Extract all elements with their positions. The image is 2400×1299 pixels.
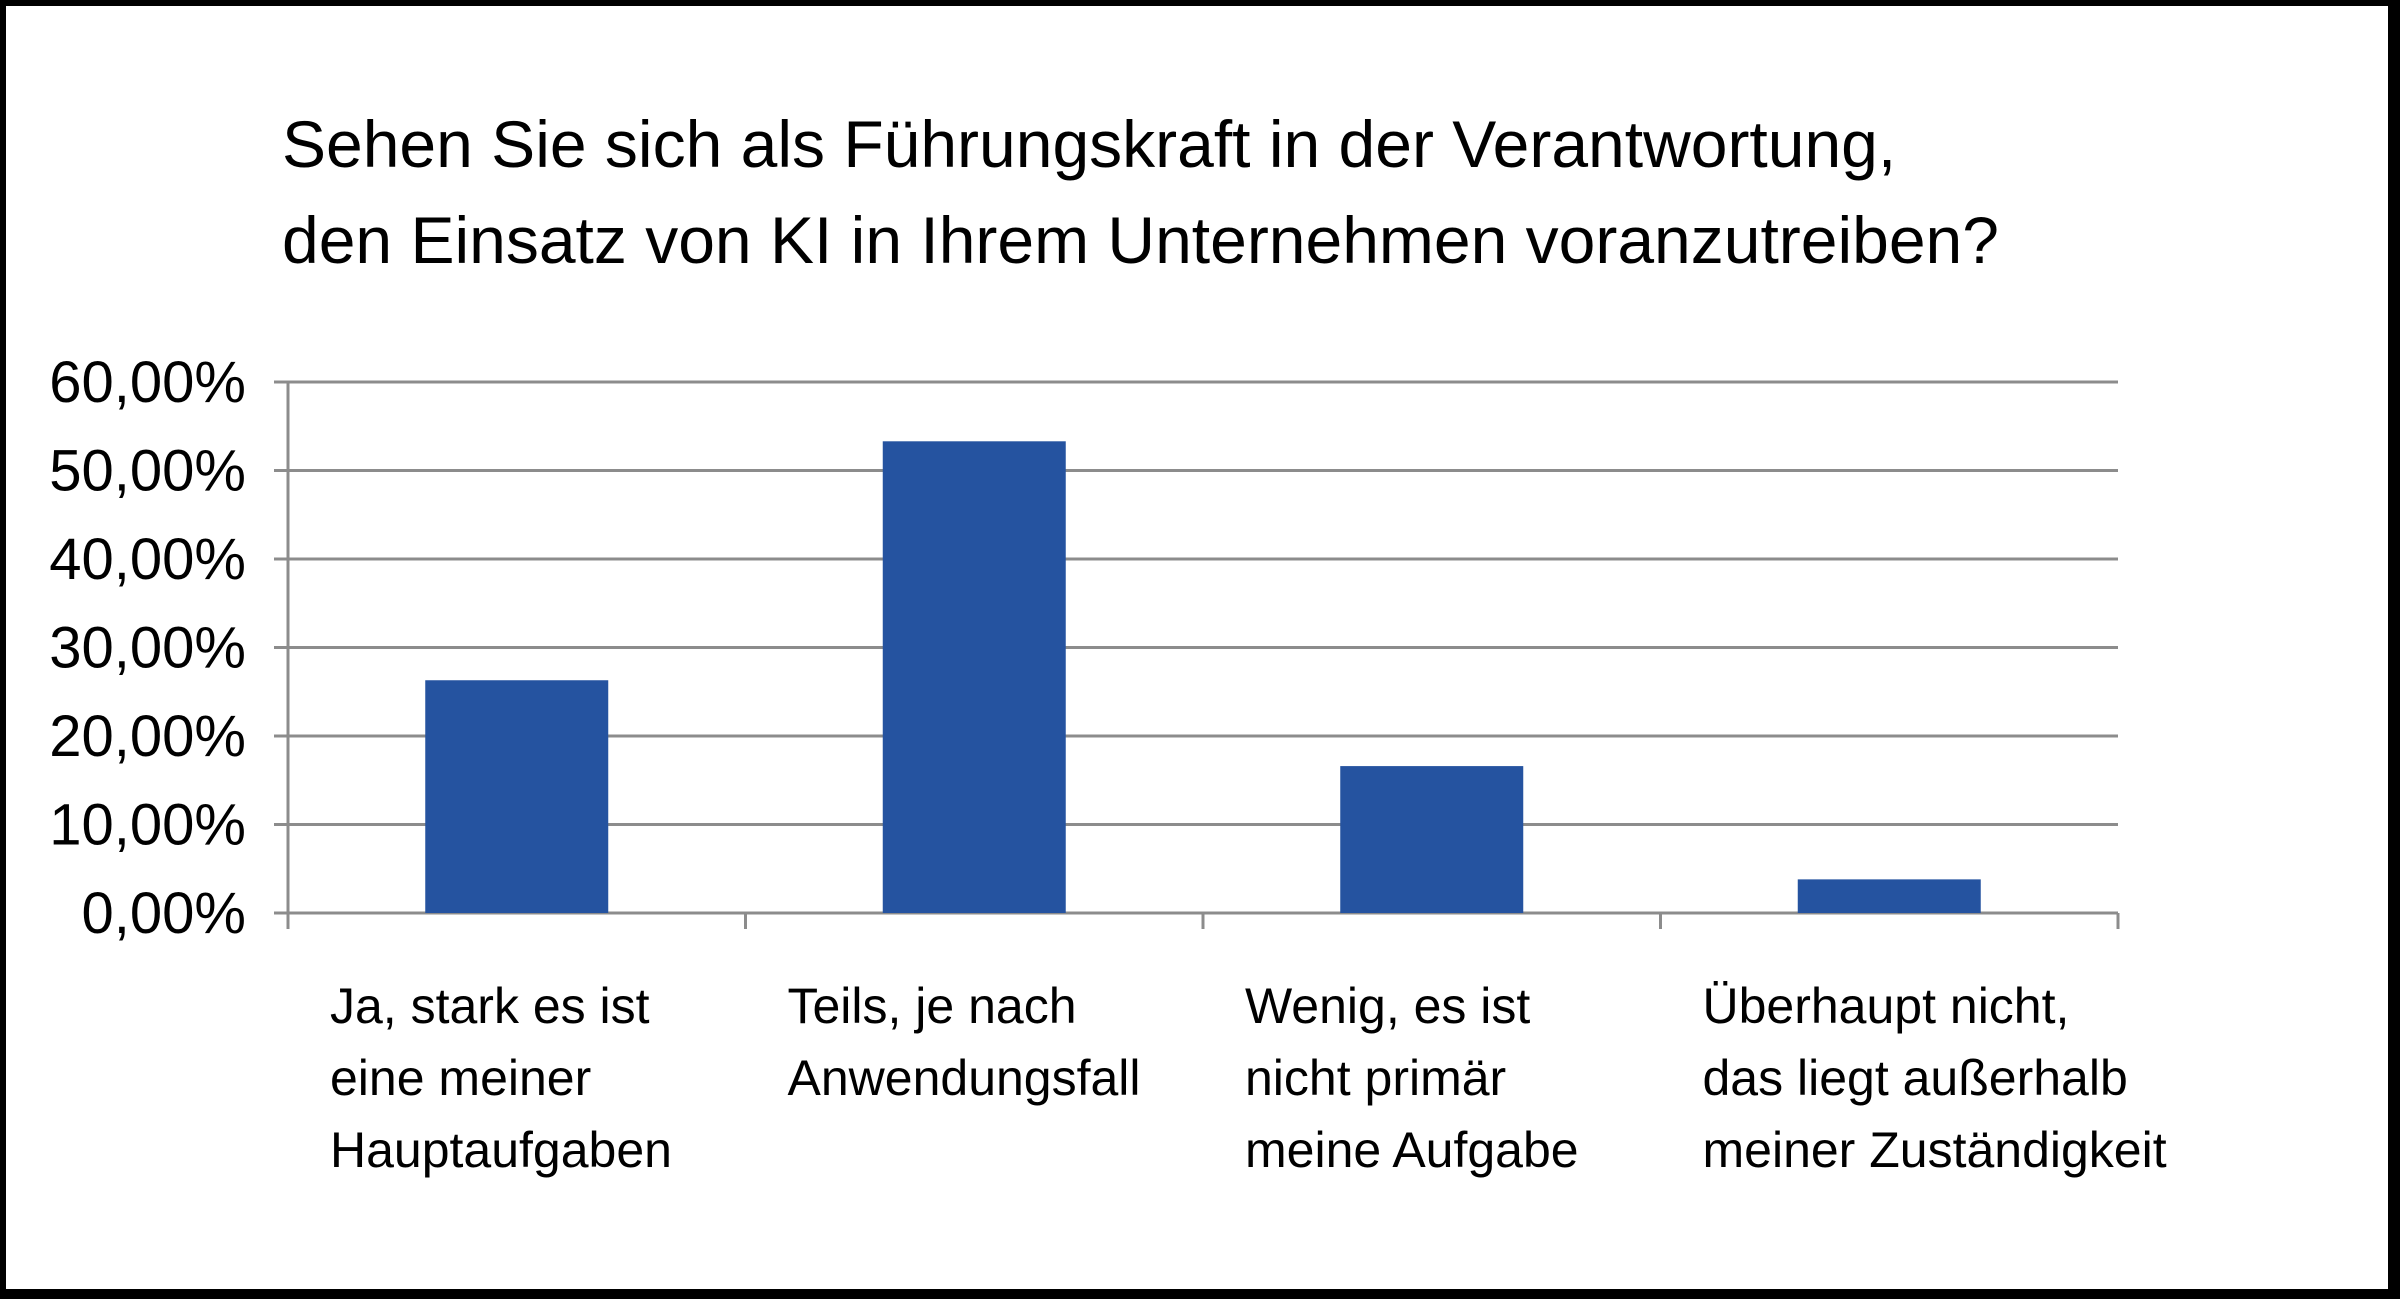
- x-category-label-line: meiner Zuständigkeit: [1702, 1122, 2167, 1178]
- y-tick-label: 20,00%: [49, 704, 246, 769]
- x-category-label: Wenig, es ist nicht primär meine Aufgabe: [1245, 970, 1579, 1186]
- y-tick-label: 0,00%: [82, 881, 246, 946]
- x-category-label-line: eine meiner: [330, 1050, 592, 1106]
- bar: [425, 680, 609, 913]
- bar: [1797, 879, 1981, 913]
- y-tick-label: 50,00%: [49, 439, 246, 504]
- x-category-label-line: Ja, stark es ist: [330, 978, 650, 1034]
- x-category-label: Teils, je nach Anwendungsfall: [788, 970, 1141, 1114]
- title-line-2: den Einsatz von KI in Ihrem Unternehmen …: [282, 203, 1999, 277]
- y-tick-label: 40,00%: [49, 527, 246, 592]
- y-tick-label: 10,00%: [49, 793, 246, 858]
- x-category-label-line: Anwendungsfall: [787, 1050, 1141, 1106]
- x-category-label: Ja, stark es ist eine meiner Hauptaufgaben: [330, 970, 672, 1186]
- y-tick-label: 30,00%: [49, 616, 246, 681]
- title-line-1: Sehen Sie sich als Führungskraft in der …: [282, 107, 1897, 181]
- x-category-label-line: Hauptaufgaben: [330, 1122, 672, 1178]
- bar: [882, 441, 1066, 913]
- y-tick-label: 60,00%: [49, 350, 246, 415]
- x-category-label-line: das liegt außerhalb: [1702, 1050, 2128, 1106]
- chart-title: Sehen Sie sich als Führungskraft in der …: [282, 96, 2282, 288]
- x-category-label-line: meine Aufgabe: [1245, 1122, 1579, 1178]
- x-category-label-line: Wenig, es ist: [1245, 978, 1531, 1034]
- x-category-label: Überhaupt nicht, das liegt außerhalb meine…: [1703, 970, 2167, 1186]
- bar: [1340, 766, 1524, 913]
- x-category-label-line: Überhaupt nicht,: [1702, 978, 2070, 1034]
- x-category-label-line: Teils, je nach: [787, 978, 1077, 1034]
- x-category-label-line: nicht primär: [1245, 1050, 1507, 1106]
